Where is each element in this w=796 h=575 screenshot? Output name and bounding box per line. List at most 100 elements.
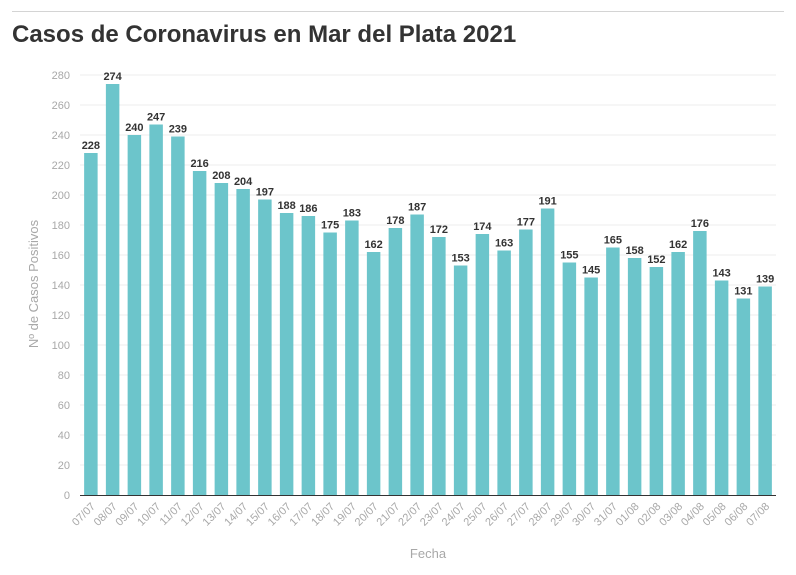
data-label: 216 <box>190 158 208 170</box>
bar <box>606 247 620 495</box>
data-label: 240 <box>125 122 143 134</box>
bar <box>540 208 555 495</box>
bar <box>127 135 142 495</box>
y-tick-label: 120 <box>52 310 70 322</box>
bar <box>562 262 577 495</box>
x-tick-label: 12/07 <box>179 501 207 529</box>
data-label: 152 <box>647 254 665 266</box>
top-divider <box>12 11 784 12</box>
bar <box>301 216 316 495</box>
y-tick-label: 80 <box>58 370 70 382</box>
bar <box>388 228 403 495</box>
data-label: 204 <box>234 176 253 188</box>
bar <box>149 124 163 495</box>
bar <box>714 280 729 495</box>
x-axis-title: Fecha <box>410 546 447 561</box>
x-tick-label: 27/07 <box>505 501 533 529</box>
x-tick-label: 23/07 <box>418 501 446 529</box>
bar <box>171 136 185 495</box>
data-label: 247 <box>147 112 165 124</box>
x-tick-label: 01/08 <box>614 501 642 529</box>
data-label: 162 <box>364 239 382 251</box>
bar <box>671 252 685 495</box>
x-tick-label: 09/07 <box>114 501 142 529</box>
y-tick-label: 160 <box>52 250 70 262</box>
bar <box>693 231 707 495</box>
y-tick-label: 220 <box>52 160 70 172</box>
x-tick-label: 06/08 <box>723 501 751 529</box>
x-tick-label: 26/07 <box>483 501 511 529</box>
y-axis-ticks: 0 20 40 60 80 100 120 140 160 180 200 220 240 260 280 <box>52 70 70 502</box>
data-label: 208 <box>212 170 230 182</box>
bar <box>453 265 468 495</box>
x-tick-label: 13/07 <box>201 501 229 529</box>
data-label: 183 <box>343 208 361 220</box>
y-tick-label: 240 <box>52 130 70 142</box>
bar <box>105 84 120 495</box>
x-tick-label: 24/07 <box>440 501 468 529</box>
data-label: 177 <box>517 217 535 229</box>
data-label: 228 <box>82 140 100 152</box>
data-label: 155 <box>560 250 578 262</box>
x-tick-label: 10/07 <box>135 501 163 529</box>
x-tick-label: 03/08 <box>657 501 685 529</box>
bar <box>758 286 772 495</box>
x-axis-ticks: 07/0708/0709/0710/0711/0712/0713/0714/07… <box>70 501 772 529</box>
bar <box>475 234 490 495</box>
bar <box>584 277 598 495</box>
bar <box>345 220 359 495</box>
y-tick-label: 140 <box>52 280 70 292</box>
data-label: 162 <box>669 239 687 251</box>
y-tick-label: 60 <box>58 400 70 412</box>
data-label: 139 <box>756 274 774 286</box>
x-tick-label: 19/07 <box>331 501 359 529</box>
data-label: 131 <box>734 286 752 298</box>
x-tick-label: 05/08 <box>701 501 729 529</box>
y-tick-label: 20 <box>58 460 70 472</box>
data-label: 274 <box>103 71 122 83</box>
x-tick-label: 20/07 <box>353 501 381 529</box>
bar <box>323 232 337 495</box>
data-label: 163 <box>495 238 513 250</box>
data-label: 174 <box>473 221 492 233</box>
bar <box>84 153 98 495</box>
data-label: 197 <box>256 187 274 199</box>
data-label: 186 <box>299 203 317 215</box>
bars <box>84 84 772 495</box>
x-tick-label: 07/07 <box>70 501 98 529</box>
bar <box>192 171 207 495</box>
bar <box>279 213 294 495</box>
bar <box>214 183 229 495</box>
bar <box>627 258 642 495</box>
data-label: 175 <box>321 220 339 232</box>
y-tick-label: 200 <box>52 190 70 202</box>
x-tick-label: 17/07 <box>288 501 316 529</box>
bar <box>519 229 533 495</box>
bar <box>410 214 424 495</box>
data-label: 239 <box>169 124 187 136</box>
data-label: 191 <box>538 196 556 208</box>
x-tick-label: 16/07 <box>266 501 294 529</box>
data-label: 188 <box>277 200 295 212</box>
bar <box>432 237 446 495</box>
x-tick-label: 22/07 <box>396 501 424 529</box>
chart-title: Casos de Coronavirus en Mar del Plata 20… <box>12 21 517 48</box>
data-label: 187 <box>408 202 426 214</box>
bar <box>236 189 250 495</box>
data-label: 176 <box>691 218 709 230</box>
bar <box>366 252 381 495</box>
x-tick-label: 07/08 <box>744 501 772 529</box>
x-tick-label: 31/07 <box>592 501 620 529</box>
data-label: 145 <box>582 265 600 277</box>
bar <box>258 199 272 495</box>
x-tick-label: 25/07 <box>462 501 490 529</box>
bar <box>497 250 511 495</box>
y-tick-label: 100 <box>52 340 70 352</box>
bar <box>736 298 751 495</box>
y-tick-label: 260 <box>52 100 70 112</box>
bar <box>649 267 664 495</box>
y-axis-title: Nº de Casos Positivos <box>26 219 41 348</box>
x-tick-label: 08/07 <box>92 501 120 529</box>
y-tick-label: 40 <box>58 430 70 442</box>
x-tick-label: 11/07 <box>158 501 185 528</box>
